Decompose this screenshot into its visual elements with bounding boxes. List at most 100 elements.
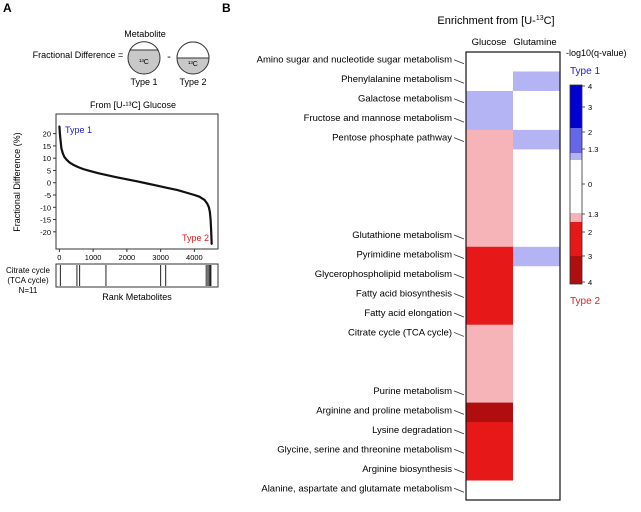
schematic: Metabolite Fractional Difference = ¹³C -… <box>33 29 210 87</box>
pathway-label: Phenylalanine metabolism <box>341 74 452 85</box>
heat-cell-glucose <box>466 227 513 248</box>
scatter-ytick-label: -20 <box>40 228 51 237</box>
type1-c13-label: ¹³C <box>139 59 149 66</box>
heat-cell-glucose <box>466 285 513 306</box>
schematic-metabolite-label: Metabolite <box>124 29 166 39</box>
legend-tick-label: 1.3 <box>588 145 598 154</box>
type2-label: Type 2 <box>179 77 206 87</box>
strip-label-line3: N=11 <box>19 286 38 295</box>
legend-tick-label: 4 <box>588 82 592 91</box>
pathway-label: Amino sugar and nucleotide sugar metabol… <box>257 55 452 66</box>
heat-cell-glutamine <box>513 285 560 306</box>
scatter-frame <box>55 113 219 250</box>
panel-label-b: B <box>222 1 231 15</box>
pathway-leader-line <box>453 98 465 104</box>
pathway-label: Citrate cycle (TCA cycle) <box>348 327 452 338</box>
pathway-leader-line <box>453 137 465 143</box>
heat-cell-glutamine <box>513 52 560 72</box>
scatter-ytick-label: 20 <box>43 130 51 139</box>
pathway-label: Galactose metabolism <box>358 94 452 105</box>
pathway-leader-line <box>453 332 465 337</box>
scatter-point <box>186 192 189 194</box>
scatter-point <box>136 180 138 183</box>
scatter-point <box>77 166 79 168</box>
heat-cell-glutamine <box>513 383 560 404</box>
legend-color-segment <box>570 222 582 256</box>
scatter-point <box>58 125 61 128</box>
pathway-leader-line <box>453 254 465 259</box>
legend-tick-label: 4 <box>588 278 592 287</box>
legend-tick-label: 1.3 <box>588 210 598 219</box>
legend-tick-label: 2 <box>588 228 592 237</box>
column-header-glutamine: Glutamine <box>513 37 556 48</box>
heat-cell-glutamine <box>513 402 560 423</box>
pathway-leader-line <box>453 468 465 474</box>
heat-cell-glucose <box>466 383 513 404</box>
heat-cell-glucose <box>466 207 513 228</box>
scatter-point <box>125 178 128 181</box>
pathway-label: Fatty acid biosynthesis <box>356 288 452 299</box>
scatter-ytick-label: 10 <box>43 154 51 163</box>
pathway-leader-line <box>453 273 465 279</box>
pathway-leader-line <box>453 117 465 123</box>
heat-cell-glutamine <box>513 129 560 150</box>
heat-cell-glucose <box>466 52 513 72</box>
pathway-leader-line <box>453 448 465 454</box>
strip-label-line1: Citrate cycle <box>6 266 51 275</box>
heat-cell-glutamine <box>513 227 560 248</box>
pathway-label: Glutathione metabolism <box>352 230 452 241</box>
heat-cell-glucose <box>466 402 513 423</box>
scatter-point <box>206 202 209 205</box>
heat-cell-glucose <box>466 168 513 189</box>
pathway-label: Lysine degradation <box>372 425 452 436</box>
heat-cell-glucose <box>466 305 513 326</box>
heat-cell-glutamine <box>513 168 560 189</box>
legend-color-segment <box>570 128 582 153</box>
pathway-label: Arginine biosynthesis <box>362 464 452 475</box>
legend-type2-label: Type 2 <box>570 296 600 307</box>
scatter-xtick-label: 4000 <box>186 253 203 262</box>
heat-cell-glucose <box>466 441 513 462</box>
scatter-xtick-label: 2000 <box>119 253 136 262</box>
heat-cell-glutamine <box>513 344 560 365</box>
scatter-point <box>203 199 206 201</box>
pathway-leader-line <box>453 390 465 396</box>
scatter-point <box>59 140 62 142</box>
heat-cell-glutamine <box>513 324 560 345</box>
heatmap-title-suffix: C] <box>544 15 555 27</box>
heatmap-frame <box>465 51 561 501</box>
legend-tick-label: 3 <box>588 103 592 112</box>
scatter-point <box>82 168 84 170</box>
legend-type1-label: Type 1 <box>570 66 600 77</box>
scatter-point <box>156 184 159 187</box>
heat-cell-glucose <box>466 71 513 92</box>
scatter-ylabel: Fractional Difference (%) <box>12 132 22 231</box>
legend-color-segment <box>570 256 582 284</box>
pathway-label: Purine metabolism <box>373 386 452 397</box>
heat-cell-glucose <box>466 422 513 442</box>
scatter-ytick-label: 5 <box>47 166 51 175</box>
heatmap-title-prefix: Enrichment from [U- <box>437 15 536 27</box>
scatter-point <box>209 211 211 214</box>
type2-circle: ¹³C <box>176 41 210 75</box>
scatter-point <box>207 206 210 209</box>
scatter-point <box>193 194 196 196</box>
heat-cell-glutamine <box>513 363 560 384</box>
heat-cell-glucose <box>466 90 513 111</box>
schematic-minus: - <box>167 51 171 63</box>
heat-cell-glutamine <box>513 188 560 209</box>
heat-cell-glutamine <box>513 461 560 481</box>
legend-title: -log10(q-value) <box>566 48 627 58</box>
scatter-point <box>115 176 118 179</box>
scatter-point <box>71 163 74 166</box>
tca-rank-strip: Citrate cycle (TCA cycle) N=11 Rank Meta… <box>6 263 219 302</box>
scatter-ytick-label: 0 <box>47 179 51 188</box>
scatter-ytick-label: -10 <box>40 203 51 212</box>
legend-color-segment <box>570 160 582 213</box>
legend-tick-label: 3 <box>588 252 592 261</box>
scatter-point <box>198 195 201 198</box>
scatter-point <box>63 156 66 158</box>
pathway-label: Pentose phosphate pathway <box>332 133 452 144</box>
pathway-leader-line <box>453 293 465 298</box>
strip-xlabel: Rank Metabolites <box>102 292 172 302</box>
